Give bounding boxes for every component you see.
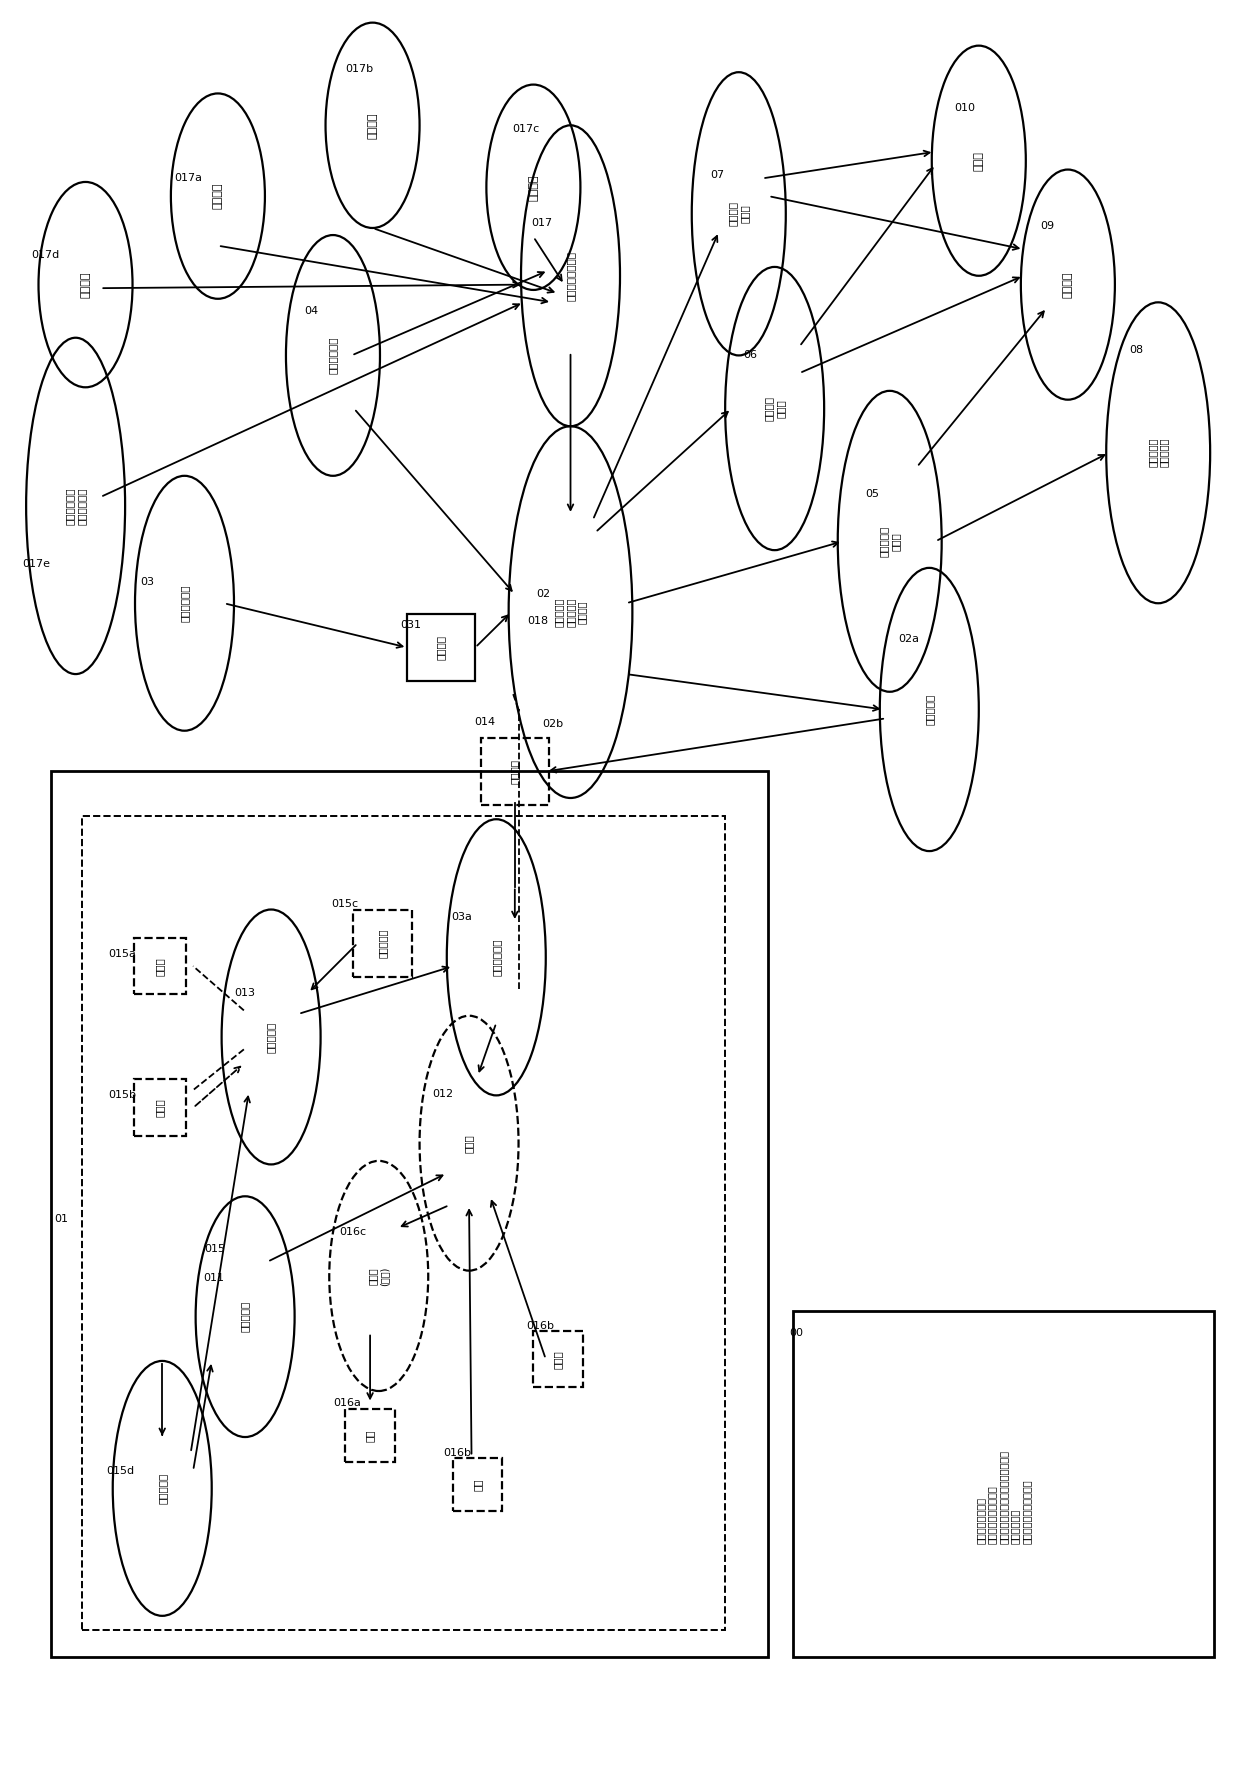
Text: 09: 09 (1040, 222, 1055, 230)
Bar (134, 938, 186, 995)
Bar (407, 613, 475, 681)
Text: 012: 012 (432, 1089, 453, 1099)
Text: 脸色检测: 脸色检测 (81, 271, 91, 298)
Text: 透析器: 透析器 (464, 1133, 474, 1152)
Text: 017d: 017d (31, 250, 60, 259)
Text: 诊断用数据
处理部: 诊断用数据 处理部 (879, 525, 900, 557)
Bar (481, 738, 549, 805)
Bar (794, 1312, 1214, 1656)
Text: 06: 06 (744, 351, 758, 360)
Text: 015b: 015b (108, 1090, 136, 1101)
Bar (134, 1080, 186, 1136)
Text: 中浓度
(射窗): 中浓度 (射窗) (368, 1266, 389, 1285)
Text: 远程地数据
发送接收部: 远程地数据 发送接收部 (1147, 438, 1169, 468)
Text: 最佳化输出: 最佳化输出 (924, 693, 934, 725)
Text: 生物体信息输入部: 生物体信息输入部 (565, 250, 575, 301)
Text: 05: 05 (866, 489, 879, 498)
Text: 010: 010 (954, 103, 975, 113)
Text: 循环驱动部: 循环驱动部 (241, 1301, 250, 1332)
Text: 温度检测: 温度检测 (367, 112, 377, 138)
Text: 个别数据
管理部: 个别数据 管理部 (764, 395, 785, 420)
Text: 除水: 除水 (472, 1479, 482, 1491)
Text: 016a: 016a (334, 1399, 361, 1408)
Text: 数据库: 数据库 (973, 151, 983, 170)
Text: 血流信息: 血流信息 (435, 635, 445, 660)
Text: 透析信息: 透析信息 (510, 759, 520, 784)
Text: 015a: 015a (108, 949, 135, 959)
Text: 02a: 02a (898, 633, 919, 644)
Text: 015c: 015c (332, 899, 358, 910)
Text: 015d: 015d (107, 1466, 135, 1475)
Text: 消除等离差的消除
四肢末梢的环境的清除
避免到心脏血管的并发症风险的条件
生命预后良好
血压波动少的平稳的治疗: 消除等离差的消除 四肢末梢的环境的清除 避免到心脏血管的并发症风险的条件 生命预… (976, 1450, 1032, 1544)
Text: 血压检测: 血压检测 (213, 183, 223, 209)
Text: 017a: 017a (175, 174, 202, 183)
Text: 血流传感器部: 血流传感器部 (491, 938, 501, 977)
Bar (533, 1332, 583, 1388)
Text: 016c: 016c (340, 1227, 366, 1238)
Text: 中央处理部
个体差信息
管理单元: 中央处理部 个体差信息 管理单元 (554, 598, 587, 628)
Text: 031: 031 (399, 619, 420, 629)
Text: 补液供给部: 补液供给部 (157, 1473, 167, 1504)
Text: 03: 03 (140, 576, 154, 587)
Text: 生理盐水等: 生理盐水等 (377, 929, 387, 957)
Text: 02b: 02b (542, 718, 563, 729)
Text: 017c: 017c (512, 124, 539, 133)
Bar (352, 910, 412, 977)
Bar (453, 1457, 502, 1511)
Text: 血流检测单元: 血流检测单元 (180, 585, 190, 622)
Text: 017: 017 (531, 218, 552, 227)
Bar (345, 1410, 394, 1461)
Text: 013: 013 (234, 988, 255, 998)
Text: 温度检测: 温度检测 (528, 174, 538, 200)
Text: 脱血部: 脱血部 (155, 957, 165, 975)
Text: 数据显示: 数据显示 (1063, 271, 1073, 298)
Text: 014: 014 (474, 716, 495, 727)
Text: 返血部: 返血部 (155, 1099, 165, 1117)
Text: 018: 018 (527, 615, 548, 626)
Bar (82, 816, 725, 1629)
Text: 01: 01 (55, 1215, 68, 1225)
Text: 00: 00 (790, 1328, 804, 1337)
Text: 废物: 废物 (365, 1429, 374, 1441)
Text: 017b: 017b (345, 64, 373, 74)
Text: 04: 04 (305, 307, 319, 316)
Text: 011: 011 (203, 1273, 224, 1282)
Text: 03a: 03a (451, 911, 472, 922)
Text: 08: 08 (1130, 346, 1143, 355)
Text: 患者说明
显示部: 患者说明 显示部 (728, 202, 749, 227)
Text: 015: 015 (205, 1245, 226, 1254)
Text: 血流驱动部: 血流驱动部 (267, 1021, 277, 1053)
Text: 017e: 017e (22, 558, 51, 569)
Bar (51, 771, 769, 1656)
Text: 016b: 016b (526, 1321, 554, 1330)
Text: 016b: 016b (443, 1449, 471, 1457)
Text: 02: 02 (536, 589, 551, 599)
Text: 07: 07 (711, 170, 724, 179)
Text: 未梢血管阻力
关联信息检测: 未梢血管阻力 关联信息检测 (64, 488, 87, 525)
Text: 透析液: 透析液 (553, 1349, 563, 1369)
Text: 未梢血流数据: 未梢血流数据 (327, 337, 339, 374)
